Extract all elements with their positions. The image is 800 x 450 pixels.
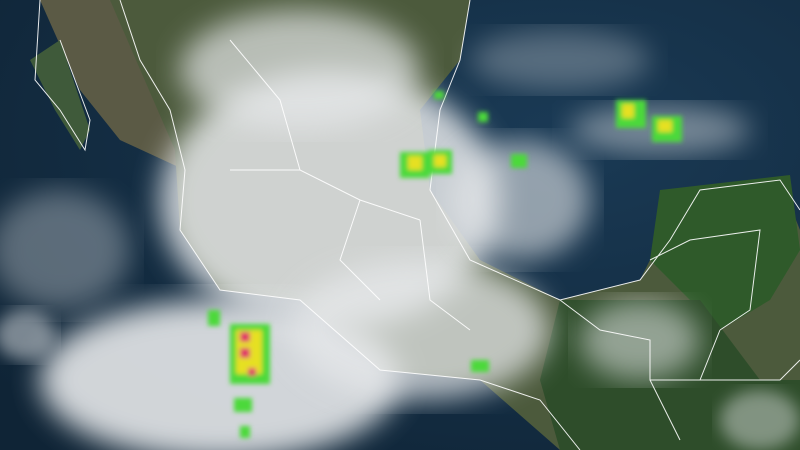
boundary-lines (34, 0, 800, 450)
lightning-cluster (511, 154, 527, 168)
lightning-cluster (471, 360, 489, 372)
lightning-cluster (434, 91, 444, 99)
lightning-cluster (240, 426, 250, 438)
lightning-cluster (234, 398, 252, 412)
lightning-clusters (208, 91, 682, 438)
lightning-cluster (478, 112, 488, 122)
lightning-cluster (208, 310, 220, 326)
